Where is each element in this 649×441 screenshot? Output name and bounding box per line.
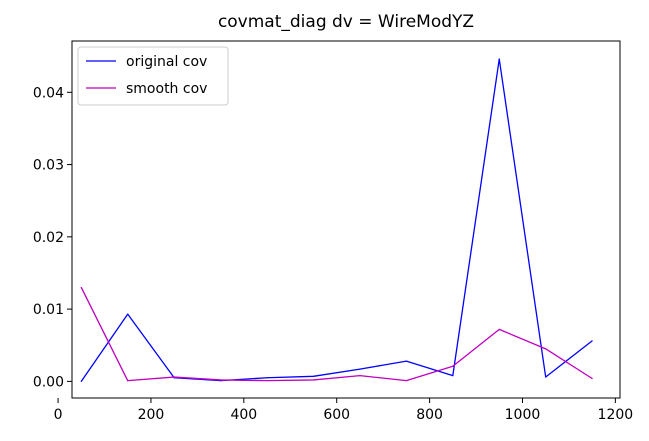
y-tick-label: 0.01 [33, 302, 64, 318]
legend-label-smooth-cov: smooth cov [126, 81, 207, 97]
data-point-original-cov [498, 58, 500, 60]
series-line-smooth-cov [80, 287, 593, 382]
series-line-original-cov [80, 58, 593, 382]
data-point-original-cov [312, 375, 315, 377]
series-layer [80, 58, 593, 382]
x-tick-label: 1200 [598, 407, 634, 423]
plot-frame [71, 40, 621, 399]
y-tick-label: 0.00 [33, 374, 64, 390]
x-tick-label: 800 [416, 407, 443, 423]
x-tick-label: 200 [138, 407, 165, 423]
x-tick-label: 400 [230, 407, 257, 423]
y-tick-label: 0.04 [33, 85, 64, 101]
data-point-smooth-cov [220, 379, 222, 381]
x-tick-label: 0 [54, 407, 63, 423]
legend-label-original-cov: original cov [126, 54, 207, 70]
data-point-smooth-cov [405, 380, 407, 382]
data-point-original-cov [405, 360, 407, 362]
data-point-original-cov [127, 313, 129, 315]
data-point-smooth-cov [452, 365, 454, 367]
data-point-smooth-cov [498, 328, 500, 330]
data-point-smooth-cov [545, 348, 547, 350]
data-point-smooth-cov [266, 380, 268, 382]
data-point-original-cov [545, 376, 547, 378]
y-tick-label: 0.02 [33, 230, 64, 246]
data-point-smooth-cov [173, 376, 175, 378]
data-point-original-cov [591, 340, 593, 342]
x-tick-label: 600 [323, 407, 350, 423]
legend: original cov smooth cov [77, 46, 229, 106]
x-tick-label: 1000 [505, 407, 541, 423]
chart-title: covmat_diag dv = WireModYZ [218, 12, 474, 32]
x-axis: 0 200 400 600 800 1000 1200 [54, 398, 634, 423]
y-tick-label: 0.03 [33, 158, 64, 174]
data-point-original-cov [452, 374, 454, 377]
y-axis: 0.00 0.01 0.02 0.03 0.04 [33, 85, 72, 390]
data-point-original-cov [266, 377, 268, 379]
data-point-smooth-cov [127, 380, 129, 382]
data-point-smooth-cov [359, 374, 361, 377]
data-point-original-cov [80, 380, 82, 382]
data-point-smooth-cov [80, 286, 82, 289]
data-point-original-cov [359, 368, 361, 370]
data-point-smooth-cov [312, 379, 315, 381]
data-point-smooth-cov [591, 377, 593, 380]
